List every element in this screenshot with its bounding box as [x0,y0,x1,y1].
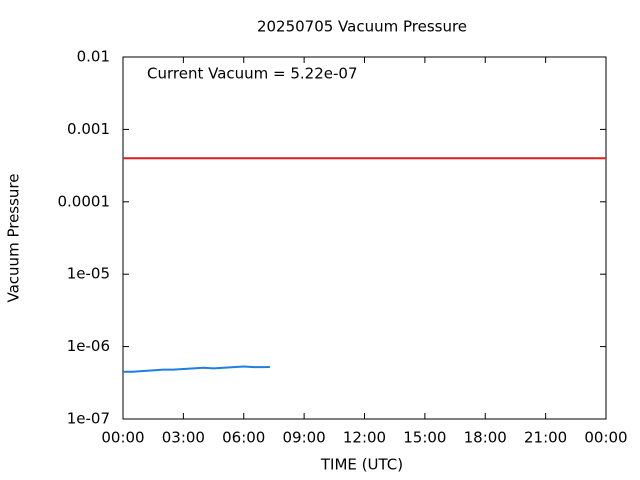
annotation: Current Vacuum = 5.22e-07 [147,65,358,83]
x-tick-label: 06:00 [222,429,265,447]
y-tick-label: 1e-06 [67,337,110,355]
x-tick-label: 21:00 [524,429,567,447]
x-tick-label: 18:00 [464,429,507,447]
y-tick-label: 0.01 [77,48,110,66]
x-tick-label: 15:00 [403,429,446,447]
x-tick-label: 09:00 [283,429,326,447]
y-tick-label: 1e-05 [67,265,110,283]
y-tick-label: 0.0001 [58,192,111,210]
y-tick-label: 0.001 [67,120,110,138]
x-tick-label: 00:00 [101,429,144,447]
y-tick-label: 1e-07 [67,410,110,428]
x-tick-label: 00:00 [584,429,627,447]
y-axis-label: Vacuum Pressure [5,174,23,303]
data-line [123,365,270,373]
x-axis-label: TIME (UTC) [320,456,403,474]
x-tick-label: 03:00 [162,429,205,447]
chart-title: 20250705 Vacuum Pressure [257,18,467,36]
x-tick-label: 12:00 [343,429,386,447]
